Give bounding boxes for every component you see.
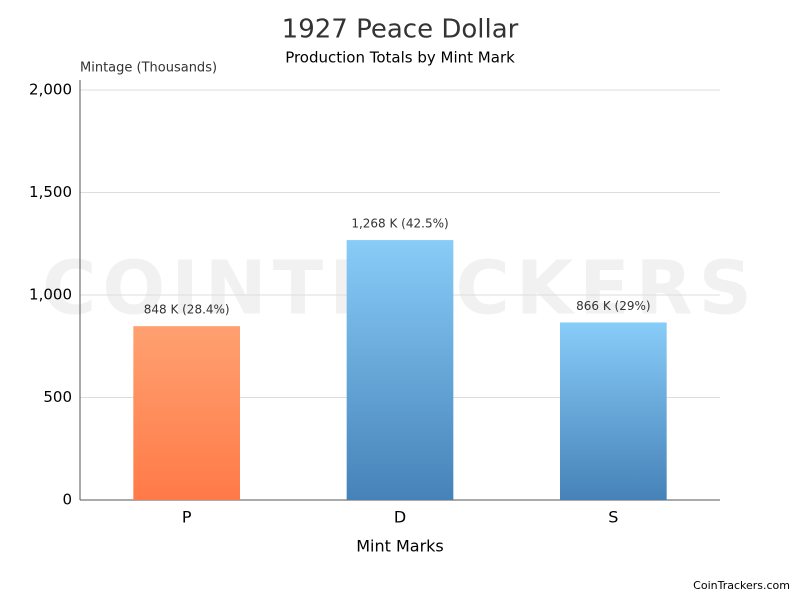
data-label: 848 K (28.4%) [144,303,230,317]
y-tick-label: 500 [43,388,72,406]
y-tick-label: 1,500 [29,183,72,201]
y-tick-label: 0 [62,491,72,509]
data-label: 866 K (29%) [576,299,650,313]
bar [346,240,454,500]
x-tick-label: P [182,508,192,527]
x-axis-label: Mint Marks [356,537,444,556]
x-tick-label: D [394,508,406,527]
chart-subtitle: Production Totals by Mint Mark [285,49,515,67]
y-tick-label: 1,000 [29,286,72,304]
y-tick-label: 2,000 [29,81,72,99]
y-axis-label: Mintage (Thousands) [80,61,217,76]
bar [560,322,667,500]
data-label: 1,268 K (42.5%) [351,217,448,231]
chart-title: 1927 Peace Dollar [282,15,519,45]
x-tick-label: S [608,508,618,527]
credit: CoinTrackers.com [693,579,790,592]
bar [133,326,240,500]
